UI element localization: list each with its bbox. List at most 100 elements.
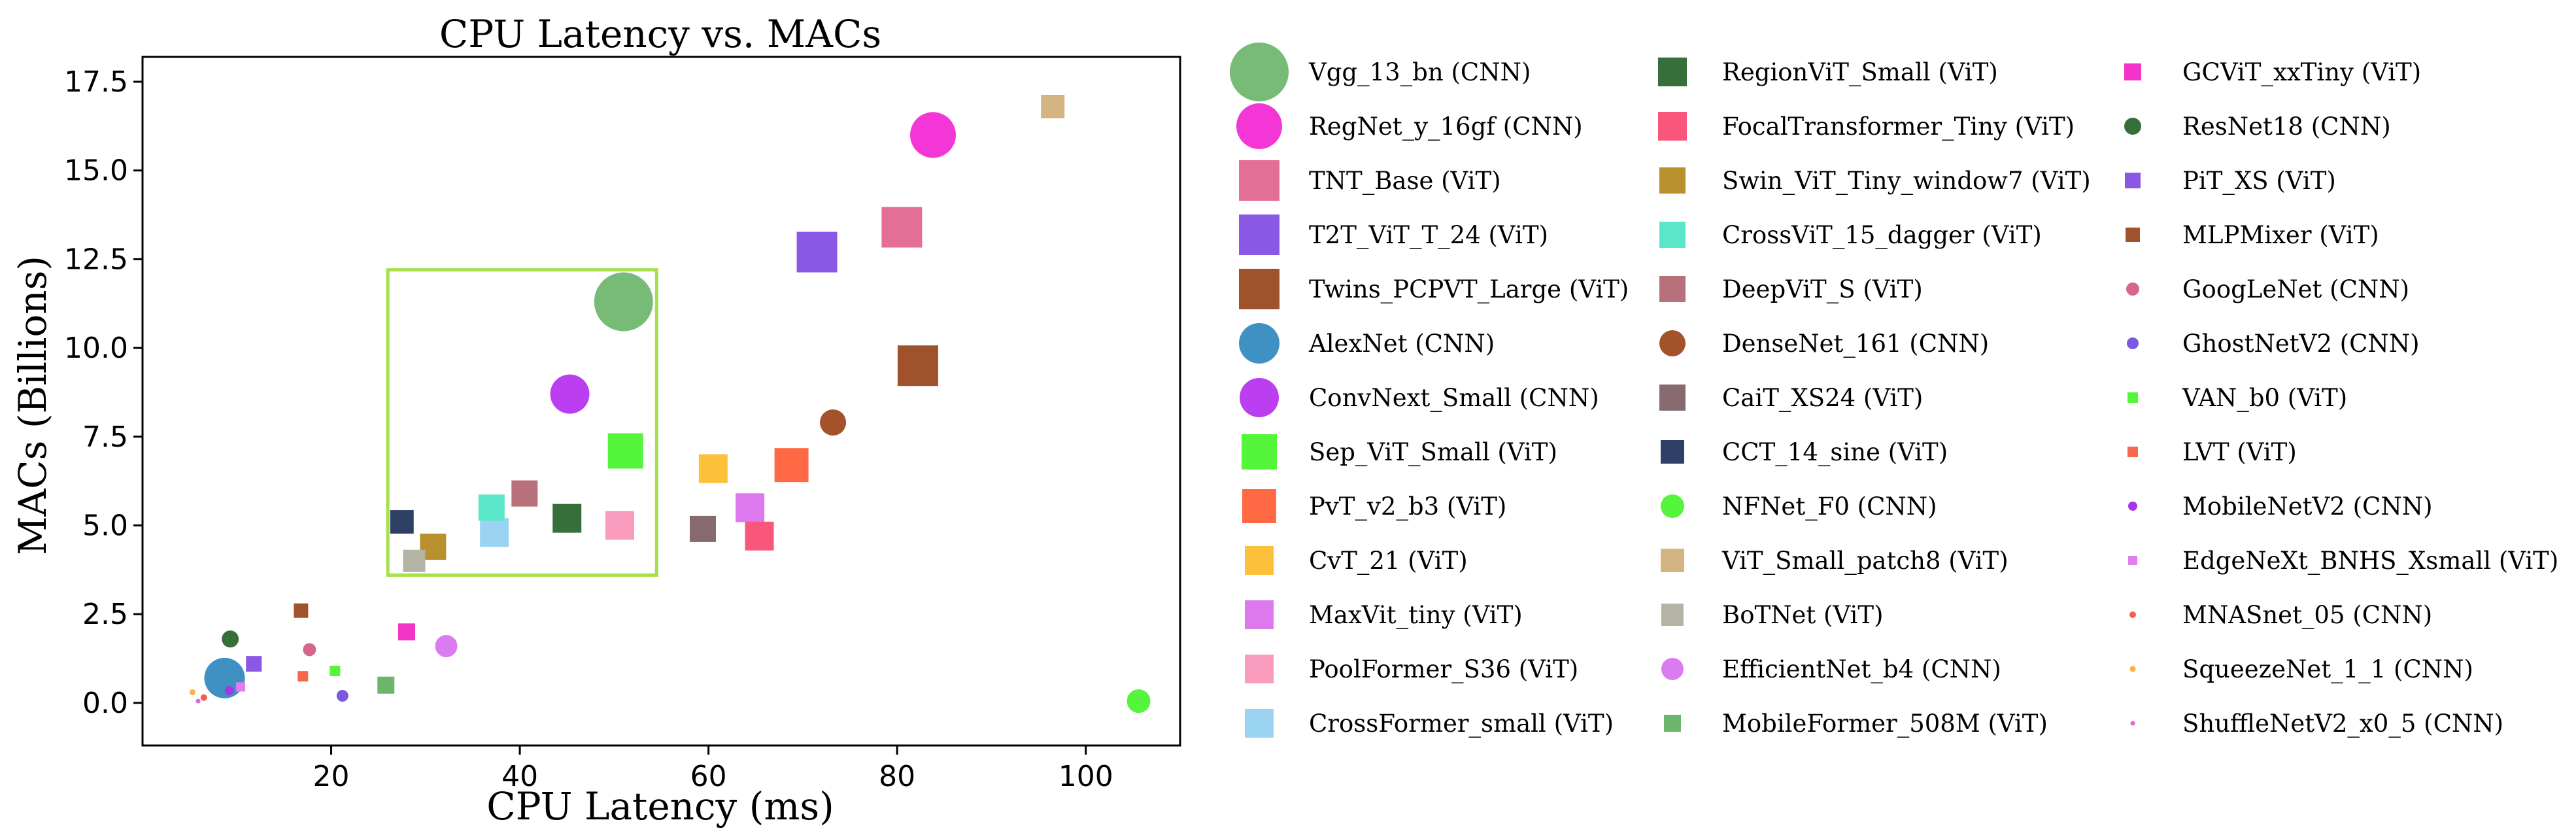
legend-label: ResNet18 (CNN) xyxy=(2182,112,2391,141)
legend-label: PoolFormer_S36 (ViT) xyxy=(1309,655,1578,684)
data-point-5 xyxy=(204,657,245,698)
legend-label: CCT_14_sine (ViT) xyxy=(1722,438,1948,467)
legend-marker xyxy=(1664,715,1681,732)
data-point-0 xyxy=(594,272,653,332)
data-point-36 xyxy=(200,694,207,701)
legend-label: NFNet_F0 (CNN) xyxy=(1722,492,1937,521)
legend-label: Sep_ViT_Small (ViT) xyxy=(1309,438,1557,467)
data-point-12 xyxy=(480,518,509,547)
legend-marker xyxy=(1659,222,1686,248)
legend-marker xyxy=(2129,666,2136,672)
data-point-38 xyxy=(195,698,201,704)
legend-marker xyxy=(1661,440,1684,464)
legend-label: ShuffleNetV2_x0_5 (CNN) xyxy=(2182,710,2503,738)
legend-label: MNASnet_05 (CNN) xyxy=(2182,601,2432,630)
data-point-3 xyxy=(796,231,838,273)
legend-item: Twins_PCPVT_Large (ViT) xyxy=(1239,269,1629,309)
x-axis-label: CPU Latency (ms) xyxy=(486,784,834,829)
legend-marker xyxy=(2124,63,2141,80)
y-tick-label: 17.5 xyxy=(64,65,128,99)
y-tick-label: 10.0 xyxy=(64,332,128,365)
data-point-32 xyxy=(330,666,341,677)
legend-item: ConvNext_Small (CNN) xyxy=(1240,378,1599,417)
legend-item: CaiT_XS24 (ViT) xyxy=(1659,384,1923,413)
data-point-21 xyxy=(1127,689,1151,713)
legend-marker xyxy=(2127,337,2139,349)
y-tick-label: 7.5 xyxy=(82,420,128,454)
legend-marker xyxy=(1242,434,1277,470)
y-tick-label: 5.0 xyxy=(82,509,128,542)
data-point-31 xyxy=(336,690,348,702)
legend-label: ViT_Small_patch8 (ViT) xyxy=(1721,547,2008,575)
highlight-box xyxy=(386,268,658,577)
legend-marker xyxy=(1239,160,1280,201)
data-point-20 xyxy=(390,510,414,534)
legend-marker xyxy=(1661,604,1684,626)
legend-marker xyxy=(1239,323,1280,364)
data-point-14 xyxy=(745,521,774,551)
legend-item: CrossFormer_small (ViT) xyxy=(1245,709,1614,738)
data-point-23 xyxy=(403,549,426,572)
legend-label: EdgeNeXt_BNHS_Xsmall (ViT) xyxy=(2182,547,2558,575)
legend-item: GhostNetV2 (CNN) xyxy=(2127,330,2420,358)
legend-item: EfficientNet_b4 (CNN) xyxy=(1661,655,2001,684)
y-tick-label: 12.5 xyxy=(64,243,128,276)
legend-item: AlexNet (CNN) xyxy=(1239,323,1495,364)
legend-marker xyxy=(2126,228,2140,242)
legend-item: PoolFormer_S36 (ViT) xyxy=(1245,655,1578,684)
legend: Vgg_13_bn (CNN) RegNet_y_16gf (CNN) TNT_Ba… xyxy=(1230,43,2558,738)
legend-label: CrossViT_15_dagger (ViT) xyxy=(1722,221,2042,250)
data-point-22 xyxy=(1041,94,1065,118)
y-axis-label: MACs (Billions) xyxy=(10,256,55,555)
legend-item: GCViT_xxTiny (ViT) xyxy=(2124,58,2421,87)
legend-item: MobileFormer_508M (ViT) xyxy=(1664,710,2048,738)
legend-item: MNASnet_05 (CNN) xyxy=(2129,601,2432,630)
legend-label: T2T_ViT_T_24 (ViT) xyxy=(1309,221,1548,250)
legend-label: Swin_ViT_Tiny_window7 (ViT) xyxy=(1722,167,2091,196)
chart-title: CPU Latency vs. MACs xyxy=(439,12,881,56)
data-point-8 xyxy=(774,448,809,483)
legend-label: GCViT_xxTiny (ViT) xyxy=(2182,58,2421,87)
legend-label: CaiT_XS24 (ViT) xyxy=(1722,384,1923,413)
legend-item: EdgeNeXt_BNHS_Xsmall (ViT) xyxy=(2128,547,2558,575)
legend-marker xyxy=(1245,600,1274,629)
legend-marker xyxy=(2128,556,2137,565)
legend-item: Vgg_13_bn (CNN) xyxy=(1230,43,1531,101)
legend-label: SqueezeNet_1_1 (CNN) xyxy=(2182,655,2473,684)
y-tick-label: 0.0 xyxy=(82,687,128,720)
data-point-11 xyxy=(605,511,635,540)
legend-marker xyxy=(1245,655,1274,683)
data-point-4 xyxy=(897,345,938,386)
legend-item: CCT_14_sine (ViT) xyxy=(1661,438,1948,467)
legend-marker xyxy=(2127,392,2138,403)
plot-frame xyxy=(141,56,1181,747)
legend-label: BoTNet (ViT) xyxy=(1722,601,1884,629)
legend-item: Swin_ViT_Tiny_window7 (ViT) xyxy=(1659,167,2091,196)
legend-item: Sep_ViT_Small (ViT) xyxy=(1242,434,1557,470)
data-point-1 xyxy=(910,112,957,158)
legend-label: LVT (ViT) xyxy=(2182,438,2297,466)
legend-item: PvT_v2_b3 (ViT) xyxy=(1242,489,1506,523)
legend-marker xyxy=(2126,283,2139,296)
data-point-19 xyxy=(689,515,716,542)
data-point-2 xyxy=(881,207,923,248)
legend-marker xyxy=(1236,103,1282,149)
legend-marker xyxy=(2127,447,2138,457)
y-tick-label: 15.0 xyxy=(64,154,128,188)
data-point-27 xyxy=(222,630,239,648)
legend-marker xyxy=(1658,112,1687,141)
data-point-25 xyxy=(377,676,395,694)
legend-marker xyxy=(1661,658,1684,680)
legend-marker xyxy=(1659,330,1686,356)
legend-item: CvT_21 (ViT) xyxy=(1245,546,1468,575)
legend-label: DeepViT_S (ViT) xyxy=(1722,275,1923,304)
legend-label: DenseNet_161 (CNN) xyxy=(1722,330,1989,358)
data-point-29 xyxy=(294,603,309,618)
legend-marker xyxy=(1658,58,1687,86)
legend-label: ConvNext_Small (CNN) xyxy=(1309,384,1599,413)
legend-marker xyxy=(1661,494,1684,518)
legend-item: MobileNetV2 (CNN) xyxy=(2128,492,2433,521)
legend-label: CrossFormer_small (ViT) xyxy=(1309,710,1614,738)
legend-label: GhostNetV2 (CNN) xyxy=(2182,330,2420,358)
